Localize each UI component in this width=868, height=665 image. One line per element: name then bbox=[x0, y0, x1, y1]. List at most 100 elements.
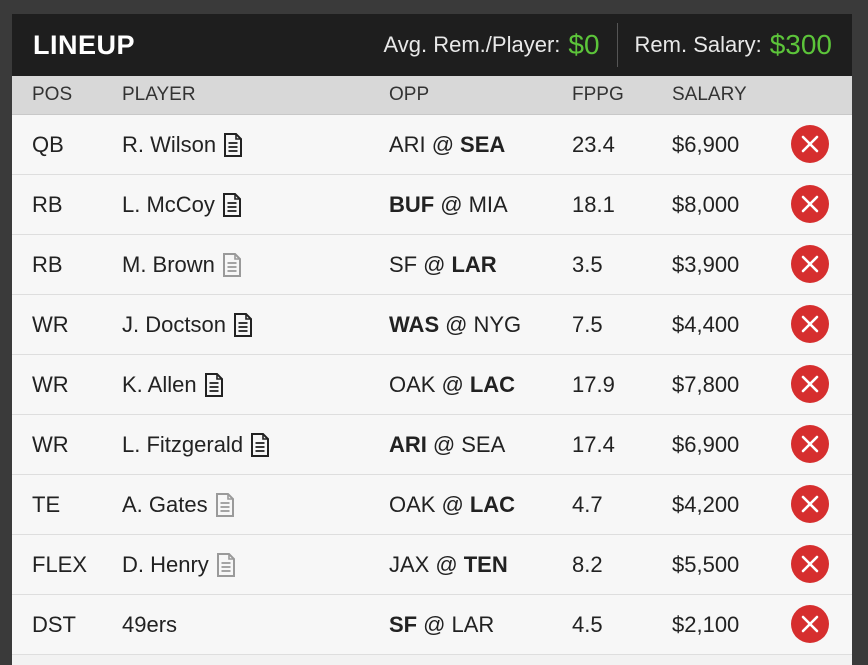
player-position: RB bbox=[32, 191, 63, 217]
remaining-salary: Rem. Salary: $300 bbox=[635, 29, 832, 61]
at-symbol: @ bbox=[435, 551, 458, 577]
remove-player-button[interactable] bbox=[791, 365, 829, 403]
at-symbol: @ bbox=[423, 611, 446, 637]
home-team: LAC bbox=[469, 371, 516, 397]
player-name[interactable]: A. Gates bbox=[122, 491, 208, 517]
lineup-row[interactable]: RB M. Brown SF @ LAR 3.5 $3,900 bbox=[12, 235, 852, 295]
player-name[interactable]: R. Wilson bbox=[122, 131, 217, 157]
lineup-row[interactable]: WR K. Allen OAK @ LAC 17.9 $7,800 bbox=[12, 355, 852, 415]
player-salary: $7,800 bbox=[672, 371, 740, 397]
player-news-icon[interactable] bbox=[216, 552, 236, 577]
remove-player-button[interactable] bbox=[791, 305, 829, 343]
player-fppg: 23.4 bbox=[572, 131, 615, 157]
player-cell: J. Doctson bbox=[122, 295, 253, 354]
home-team: LAR bbox=[451, 611, 495, 637]
player-news-icon[interactable] bbox=[233, 312, 253, 337]
lineup-row[interactable]: WR J. Doctson WAS @ NYG 7.5 $4,400 bbox=[12, 295, 852, 355]
lineup-row[interactable]: DST 49ers SF @ LAR 4.5 $2,100 bbox=[12, 595, 852, 655]
close-icon bbox=[801, 135, 819, 153]
at-symbol: @ bbox=[431, 131, 455, 157]
away-team: OAK bbox=[389, 371, 436, 397]
player-salary: $6,900 bbox=[672, 131, 740, 157]
player-news-icon[interactable] bbox=[222, 192, 242, 217]
player-news-icon[interactable] bbox=[215, 492, 235, 517]
home-team: NYG bbox=[473, 311, 522, 337]
close-icon bbox=[801, 435, 819, 453]
player-name[interactable]: 49ers bbox=[122, 611, 178, 637]
player-name[interactable]: L. McCoy bbox=[122, 191, 215, 217]
player-position: WR bbox=[32, 431, 69, 457]
player-name[interactable]: J. Doctson bbox=[122, 311, 226, 337]
player-name[interactable]: K. Allen bbox=[122, 371, 197, 397]
column-header-row: POS PLAYER OPP FPPG SALARY bbox=[12, 76, 852, 115]
lineup-row[interactable]: RB L. McCoy BUF @ MIA 18.1 $8,000 bbox=[12, 175, 852, 235]
away-team: OAK bbox=[389, 491, 436, 517]
player-salary: $8,000 bbox=[672, 191, 740, 217]
avg-remaining-value: $0 bbox=[568, 29, 600, 60]
matchup: BUF @ MIA bbox=[389, 175, 508, 234]
header-divider bbox=[616, 23, 618, 67]
player-name[interactable]: M. Brown bbox=[122, 251, 215, 277]
lineup-row[interactable]: TE A. Gates OAK @ LAC 4.7 $4,200 bbox=[12, 475, 852, 535]
home-team: LAC bbox=[469, 491, 516, 517]
away-team: WAS bbox=[389, 311, 440, 337]
at-symbol: @ bbox=[440, 191, 463, 217]
remove-player-button[interactable] bbox=[791, 425, 829, 463]
matchup: ARI @ SEA bbox=[389, 415, 505, 474]
player-fppg: 8.2 bbox=[572, 551, 603, 577]
player-cell: R. Wilson bbox=[122, 115, 243, 174]
close-icon bbox=[801, 615, 819, 633]
at-symbol: @ bbox=[432, 431, 456, 457]
player-fppg: 4.5 bbox=[572, 611, 603, 637]
player-cell: L. Fitzgerald bbox=[122, 415, 270, 474]
matchup: OAK @ LAC bbox=[389, 475, 515, 534]
remove-player-button[interactable] bbox=[791, 545, 829, 583]
avg-remaining-per-player: Avg. Rem./Player: $0 bbox=[384, 29, 600, 61]
close-icon bbox=[801, 255, 819, 273]
column-header-opp[interactable]: OPP bbox=[389, 84, 430, 105]
column-header-fppg[interactable]: FPPG bbox=[572, 84, 624, 105]
player-cell: L. McCoy bbox=[122, 175, 242, 234]
player-news-icon[interactable] bbox=[222, 252, 242, 277]
player-position: FLEX bbox=[32, 551, 88, 577]
player-salary: $3,900 bbox=[672, 251, 740, 277]
lineup-row[interactable]: QB R. Wilson ARI @ SEA 23.4 $6,900 bbox=[12, 115, 852, 175]
player-cell: M. Brown bbox=[122, 235, 242, 294]
player-position: RB bbox=[32, 251, 63, 277]
close-icon bbox=[801, 555, 819, 573]
player-salary: $2,100 bbox=[672, 611, 740, 637]
remove-player-button[interactable] bbox=[791, 125, 829, 163]
column-header-salary[interactable]: SALARY bbox=[672, 84, 747, 105]
player-name[interactable]: D. Henry bbox=[122, 551, 209, 577]
column-header-player[interactable]: PLAYER bbox=[122, 84, 196, 105]
player-salary: $4,200 bbox=[672, 491, 740, 517]
close-icon bbox=[801, 315, 819, 333]
close-icon bbox=[801, 195, 819, 213]
player-fppg: 18.1 bbox=[572, 191, 615, 217]
player-cell: D. Henry bbox=[122, 535, 236, 594]
matchup: ARI @ SEA bbox=[389, 115, 505, 174]
remove-player-button[interactable] bbox=[791, 185, 829, 223]
player-news-icon[interactable] bbox=[223, 132, 243, 157]
column-header-pos[interactable]: POS bbox=[32, 84, 73, 105]
player-fppg: 3.5 bbox=[572, 251, 603, 277]
player-fppg: 17.9 bbox=[572, 371, 615, 397]
player-name[interactable]: L. Fitzgerald bbox=[122, 431, 244, 457]
away-team: ARI bbox=[389, 131, 426, 157]
player-news-icon[interactable] bbox=[250, 432, 270, 457]
player-salary: $4,400 bbox=[672, 311, 740, 337]
at-symbol: @ bbox=[445, 311, 468, 337]
lineup-header: LINEUP Avg. Rem./Player: $0 Rem. Salary:… bbox=[12, 14, 852, 76]
at-symbol: @ bbox=[441, 371, 464, 397]
player-news-icon[interactable] bbox=[204, 372, 224, 397]
remove-player-button[interactable] bbox=[791, 245, 829, 283]
remove-player-button[interactable] bbox=[791, 485, 829, 523]
lineup-row[interactable]: FLEX D. Henry JAX @ TEN 8.2 $5,500 bbox=[12, 535, 852, 595]
lineup-row[interactable]: WR L. Fitzgerald ARI @ SEA 17.4 $6,900 bbox=[12, 415, 852, 475]
player-position: TE bbox=[32, 491, 61, 517]
away-team: BUF bbox=[389, 191, 435, 217]
player-cell: 49ers bbox=[122, 595, 177, 654]
away-team: SF bbox=[389, 251, 418, 277]
lineup-title: LINEUP bbox=[33, 29, 136, 60]
remove-player-button[interactable] bbox=[791, 605, 829, 643]
